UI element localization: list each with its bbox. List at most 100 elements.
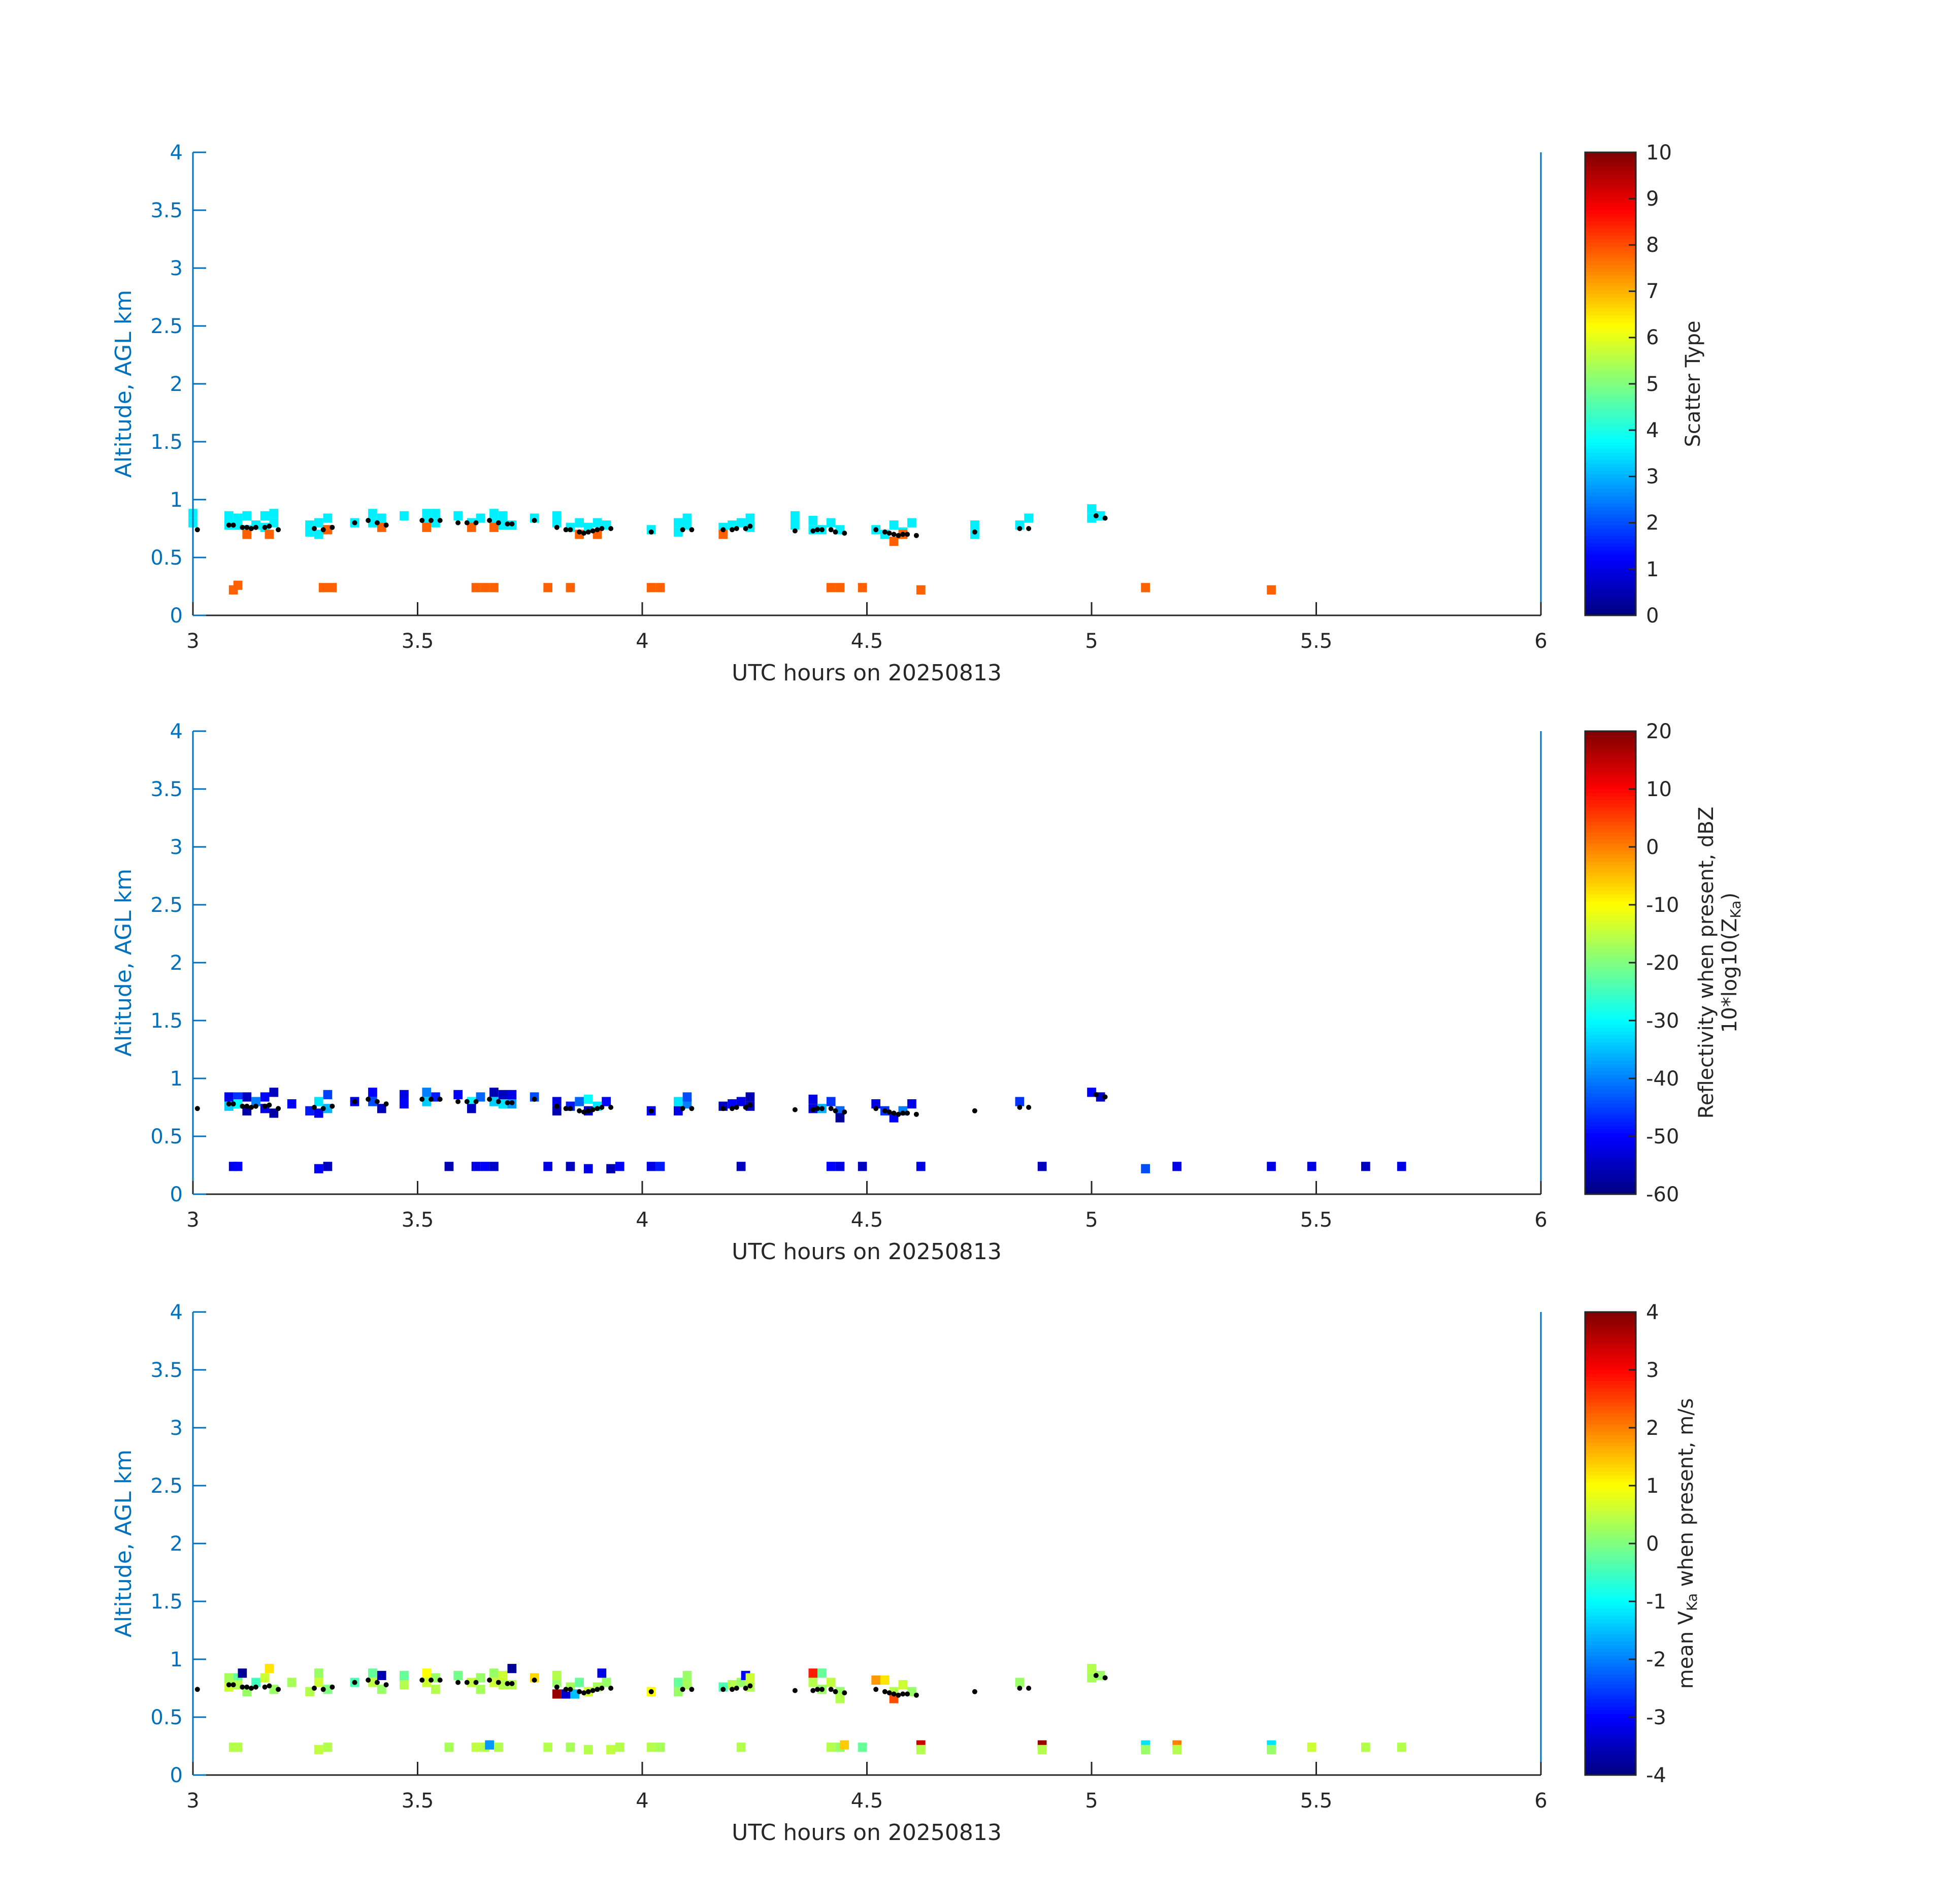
height-marker (568, 527, 573, 533)
colorbar-tick-label: -30 (1646, 1009, 1679, 1033)
height-marker (720, 527, 726, 533)
colorbar-step (1585, 1161, 1636, 1166)
colorbar-step (1585, 1409, 1636, 1414)
colorbar-step (1585, 1420, 1636, 1425)
colorbar-step (1585, 1136, 1636, 1140)
height-marker (873, 527, 879, 533)
colorbar-step (1585, 1692, 1636, 1696)
colorbar-step (1585, 192, 1636, 196)
colorbar-tick-label: 2 (1646, 1417, 1659, 1440)
colorbar-tick-label: -20 (1646, 951, 1679, 975)
colorbar-step (1585, 1561, 1636, 1566)
heatmap-cell (233, 1162, 243, 1171)
colorbar-step (1585, 1326, 1636, 1331)
colorbar-step (1585, 1558, 1636, 1562)
height-marker (842, 531, 847, 536)
colorbar-step (1585, 1626, 1636, 1631)
heatmap-cell (287, 1678, 297, 1687)
colorbar-step (1585, 1428, 1636, 1432)
heatmap-cell (889, 520, 899, 530)
heatmap-cell (583, 1164, 593, 1173)
colorbar-step (1585, 1724, 1636, 1728)
heatmap-cell (646, 583, 656, 593)
height-marker (244, 524, 250, 530)
colorbar-step (1585, 311, 1636, 316)
colorbar-step (1585, 243, 1636, 247)
heatmap-cell (485, 1740, 494, 1750)
height-marker (437, 1678, 443, 1683)
colorbar-step (1585, 463, 1636, 468)
ytick-label: 1 (170, 488, 183, 512)
colorbar-step (1585, 973, 1636, 978)
heatmap-cell (791, 511, 800, 520)
heatmap-cell (561, 1689, 571, 1699)
height-marker (429, 1097, 434, 1102)
colorbar-step (1585, 1384, 1636, 1389)
xtick-label: 5 (1085, 1789, 1098, 1813)
colorbar-step (1585, 1608, 1636, 1613)
heatmap-cell (543, 583, 552, 593)
colorbar-step (1585, 496, 1636, 500)
colorbar-step (1585, 742, 1636, 746)
height-marker (819, 1106, 825, 1111)
colorbar-step (1585, 1049, 1636, 1054)
height-marker (734, 1686, 739, 1691)
height-marker (554, 1103, 559, 1109)
heatmap-cell (368, 1088, 377, 1097)
colorbar-step (1585, 282, 1636, 287)
colorbar-step (1585, 1735, 1636, 1739)
colorbar-step (1585, 174, 1636, 178)
colorbar-step (1585, 1648, 1636, 1653)
height-marker (689, 527, 695, 533)
height-marker (352, 1099, 357, 1104)
height-marker (249, 1105, 254, 1110)
height-marker (231, 1682, 236, 1688)
height-marker (905, 1691, 910, 1697)
heatmap-cell (498, 1670, 508, 1680)
heatmap-cell (682, 513, 692, 523)
height-marker (505, 1100, 510, 1105)
colorbar-step (1585, 561, 1636, 565)
colorbar-tick-label: -60 (1646, 1183, 1679, 1206)
colorbar-step (1585, 977, 1636, 981)
heatmap-cell (1267, 1162, 1276, 1171)
height-marker (330, 1103, 335, 1109)
colorbar-step (1585, 1478, 1636, 1483)
colorbar-step (1585, 413, 1636, 417)
colorbar-step (1585, 1721, 1636, 1725)
height-marker (730, 1106, 735, 1111)
heatmap-cell (224, 1673, 234, 1683)
height-marker (819, 1687, 825, 1692)
height-marker (648, 529, 654, 535)
height-marker (972, 1108, 977, 1113)
heatmap-cell (858, 1162, 867, 1171)
heatmap-cell (655, 583, 665, 593)
colorbar-step (1585, 1568, 1636, 1573)
colorbar-tick-label: -4 (1646, 1764, 1666, 1787)
height-marker (194, 527, 200, 533)
height-marker (581, 1690, 586, 1696)
colorbar-step (1585, 843, 1636, 847)
heatmap-cell (1307, 1743, 1316, 1752)
colorbar-step (1585, 1742, 1636, 1747)
heatmap-cell (552, 1106, 562, 1115)
height-marker (532, 1097, 537, 1102)
xtick-label: 3.5 (402, 1208, 434, 1232)
heatmap-cell (368, 509, 377, 518)
colorbar-step (1585, 1316, 1636, 1320)
height-marker (568, 1106, 573, 1111)
height-marker (568, 1687, 573, 1692)
colorbar-step (1585, 1125, 1636, 1130)
colorbar-step (1585, 557, 1636, 562)
heatmap-cell (615, 1743, 624, 1752)
colorbar-step (1585, 1435, 1636, 1439)
colorbar-tick-label: 2 (1646, 511, 1659, 535)
heatmap-cell (314, 530, 323, 539)
colorbar-step (1585, 1753, 1636, 1757)
heatmap-cell (898, 1680, 908, 1690)
colorbar-step (1585, 825, 1636, 829)
colorbar-step (1585, 1031, 1636, 1036)
colorbar-step (1585, 1388, 1636, 1392)
colorbar-step (1585, 206, 1636, 211)
colorbar-step (1585, 832, 1636, 837)
